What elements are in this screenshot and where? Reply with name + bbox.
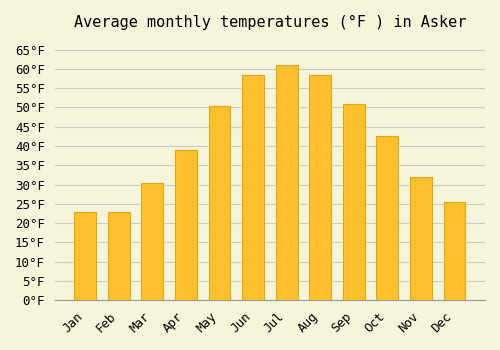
Bar — [310, 75, 331, 300]
Bar — [175, 150, 197, 300]
Bar — [343, 104, 364, 300]
Title: Average monthly temperatures (°F ) in Asker: Average monthly temperatures (°F ) in As… — [74, 15, 466, 30]
Bar — [74, 211, 96, 300]
Bar — [410, 177, 432, 300]
Bar — [142, 183, 164, 300]
Bar — [242, 75, 264, 300]
Bar — [444, 202, 466, 300]
Bar — [376, 136, 398, 300]
Bar — [108, 211, 130, 300]
Bar — [276, 65, 297, 300]
Bar — [208, 106, 231, 300]
